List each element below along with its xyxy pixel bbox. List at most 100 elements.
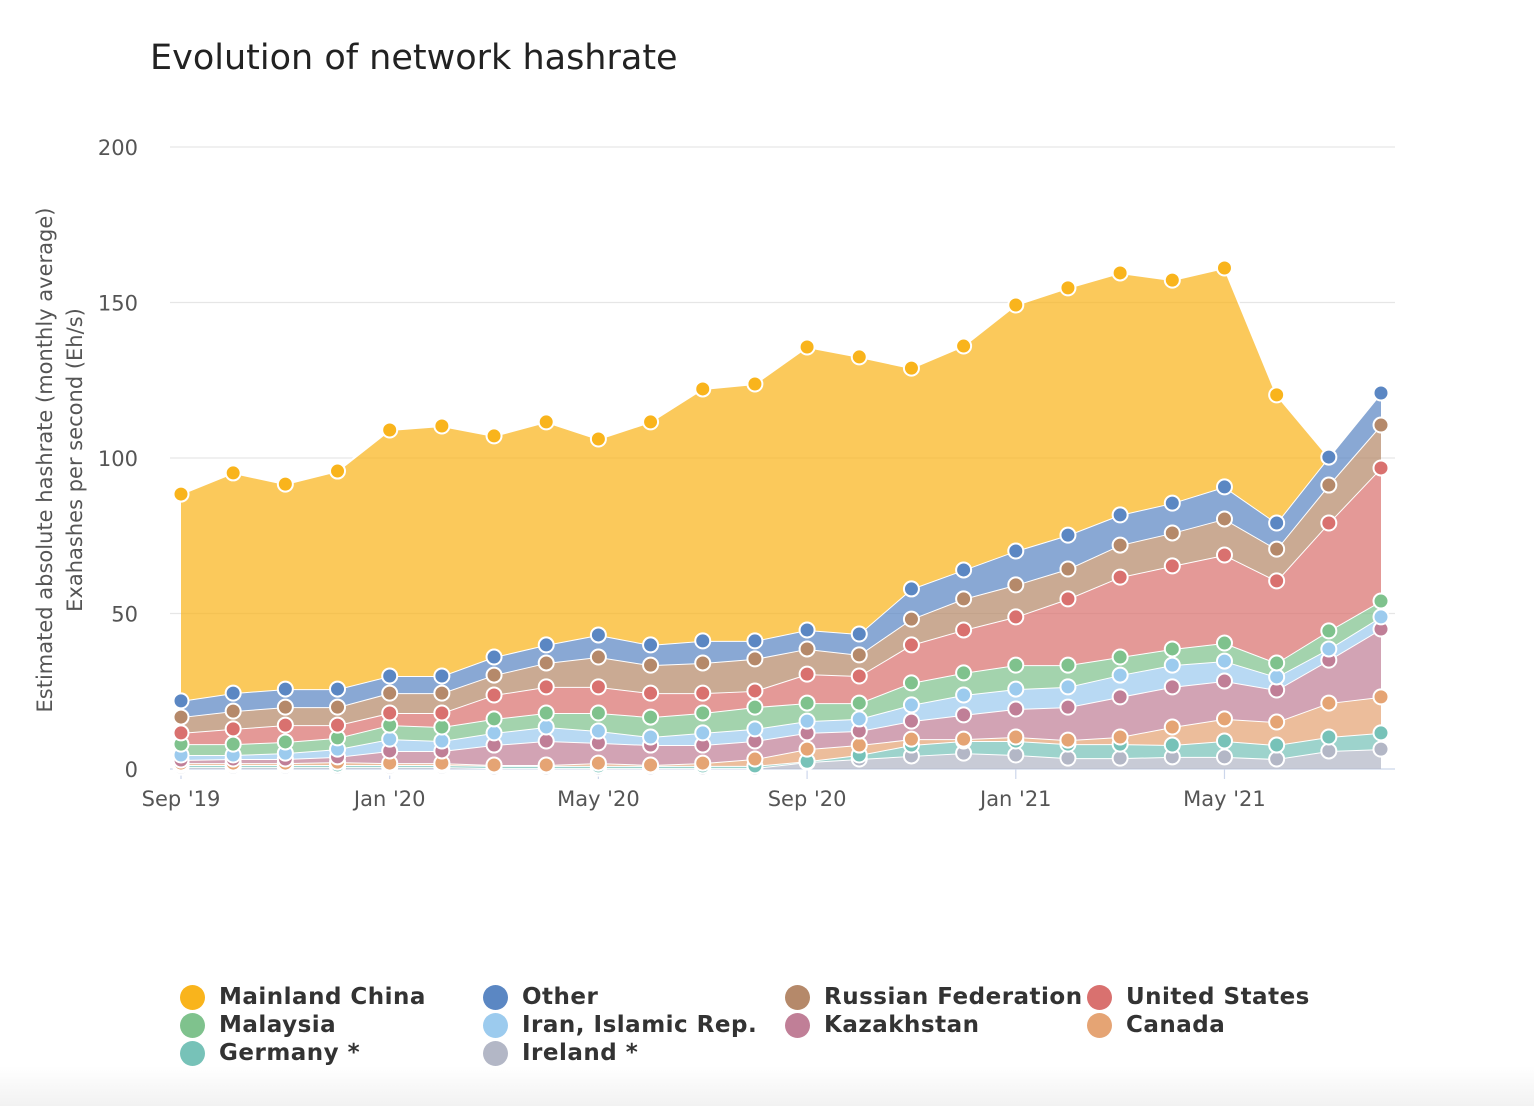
point-united-states xyxy=(224,720,242,738)
x-tick-label: Sep '20 xyxy=(768,787,847,811)
legend-item[interactable]: United States xyxy=(1087,984,1387,1010)
point-united-states xyxy=(589,678,607,696)
point-russian-federation xyxy=(1372,416,1390,434)
point-iran-islamic-rep xyxy=(1007,680,1025,698)
point-mainland-china xyxy=(1163,271,1181,289)
chart-title: Evolution of network hashrate xyxy=(150,38,678,78)
point-united-states xyxy=(746,682,764,700)
point-malaysia xyxy=(746,698,764,716)
y-tick-label: 100 xyxy=(98,447,138,471)
legend-item[interactable]: Canada xyxy=(1087,1012,1387,1038)
point-united-states xyxy=(537,678,555,696)
point-mainland-china xyxy=(1007,296,1025,314)
point-other xyxy=(589,626,607,644)
legend-item[interactable]: Iran, Islamic Rep. xyxy=(483,1012,785,1038)
legend-marker-icon xyxy=(180,1012,205,1038)
point-canada xyxy=(1320,694,1338,712)
bottom-fade xyxy=(0,1066,1534,1106)
point-iran-islamic-rep xyxy=(1111,666,1129,684)
point-mainland-china xyxy=(276,475,294,493)
legend-item[interactable]: Kazakhstan xyxy=(785,1012,1087,1038)
legend-item[interactable]: Russian Federation xyxy=(785,984,1087,1010)
point-united-states xyxy=(1007,608,1025,626)
legend-marker-icon xyxy=(483,1040,508,1066)
point-canada xyxy=(642,756,660,774)
point-russian-federation xyxy=(850,646,868,664)
point-canada xyxy=(746,750,764,768)
point-russian-federation xyxy=(694,654,712,672)
point-russian-federation xyxy=(1059,560,1077,578)
point-united-states xyxy=(1215,546,1233,564)
area-iran-islamic-rep xyxy=(181,616,1381,760)
point-canada xyxy=(1059,731,1077,749)
point-russian-federation xyxy=(1111,536,1129,554)
point-united-states xyxy=(485,686,503,704)
point-other xyxy=(276,680,294,698)
legend-item[interactable]: Other xyxy=(483,984,785,1010)
point-kazakhstan xyxy=(1111,688,1129,706)
point-canada xyxy=(694,754,712,772)
point-other xyxy=(381,667,399,685)
point-malaysia xyxy=(1163,640,1181,658)
point-mainland-china xyxy=(537,413,555,431)
legend-label: Germany * xyxy=(219,1040,361,1066)
area-germany xyxy=(181,732,1381,769)
point-iran-islamic-rep xyxy=(589,722,607,740)
point-iran-islamic-rep xyxy=(955,686,973,704)
point-ireland xyxy=(1268,750,1286,768)
point-malaysia xyxy=(1215,634,1233,652)
point-iran-islamic-rep xyxy=(1215,652,1233,670)
point-malaysia xyxy=(1059,656,1077,674)
legend-marker-icon xyxy=(785,984,810,1010)
legend-marker-icon xyxy=(785,1012,810,1038)
legend-item[interactable]: Mainland China xyxy=(180,984,483,1010)
point-russian-federation xyxy=(381,684,399,702)
point-other xyxy=(1111,506,1129,524)
point-malaysia xyxy=(589,704,607,722)
legend-item[interactable]: Malaysia xyxy=(180,1012,483,1038)
point-russian-federation xyxy=(798,640,816,658)
legend-item[interactable]: Germany * xyxy=(180,1040,483,1066)
point-russian-federation xyxy=(955,590,973,608)
point-germany xyxy=(1372,724,1390,742)
point-other xyxy=(485,648,503,666)
point-malaysia xyxy=(1320,622,1338,640)
point-other xyxy=(329,680,347,698)
point-iran-islamic-rep xyxy=(850,710,868,728)
point-mainland-china xyxy=(224,464,242,482)
point-germany xyxy=(1268,736,1286,754)
point-mainland-china xyxy=(329,462,347,480)
point-mainland-china xyxy=(746,375,764,393)
point-malaysia xyxy=(433,718,451,736)
point-russian-federation xyxy=(433,684,451,702)
point-malaysia xyxy=(1007,656,1025,674)
point-kazakhstan xyxy=(537,732,555,750)
legend-item[interactable]: Ireland * xyxy=(483,1040,785,1066)
point-mainland-china xyxy=(850,348,868,366)
legend-marker-icon xyxy=(180,1040,205,1066)
legend-label: Russian Federation xyxy=(824,984,1083,1010)
point-canada xyxy=(902,730,920,748)
point-united-states xyxy=(1320,514,1338,532)
point-malaysia xyxy=(485,710,503,728)
legend-label: Canada xyxy=(1126,1012,1226,1038)
point-united-states xyxy=(1268,572,1286,590)
point-other xyxy=(798,621,816,639)
point-mainland-china xyxy=(1268,386,1286,404)
point-canada xyxy=(1163,718,1181,736)
point-other xyxy=(694,632,712,650)
point-mainland-china xyxy=(798,338,816,356)
point-kazakhstan xyxy=(1215,672,1233,690)
point-ireland xyxy=(1059,749,1077,767)
point-iran-islamic-rep xyxy=(694,724,712,742)
point-iran-islamic-rep xyxy=(642,728,660,746)
point-russian-federation xyxy=(537,654,555,672)
point-canada xyxy=(1111,728,1129,746)
y-tick-label: 50 xyxy=(111,603,138,627)
point-united-states xyxy=(276,716,294,734)
point-canada xyxy=(1268,713,1286,731)
point-canada xyxy=(1007,728,1025,746)
point-other xyxy=(902,580,920,598)
point-other xyxy=(224,684,242,702)
